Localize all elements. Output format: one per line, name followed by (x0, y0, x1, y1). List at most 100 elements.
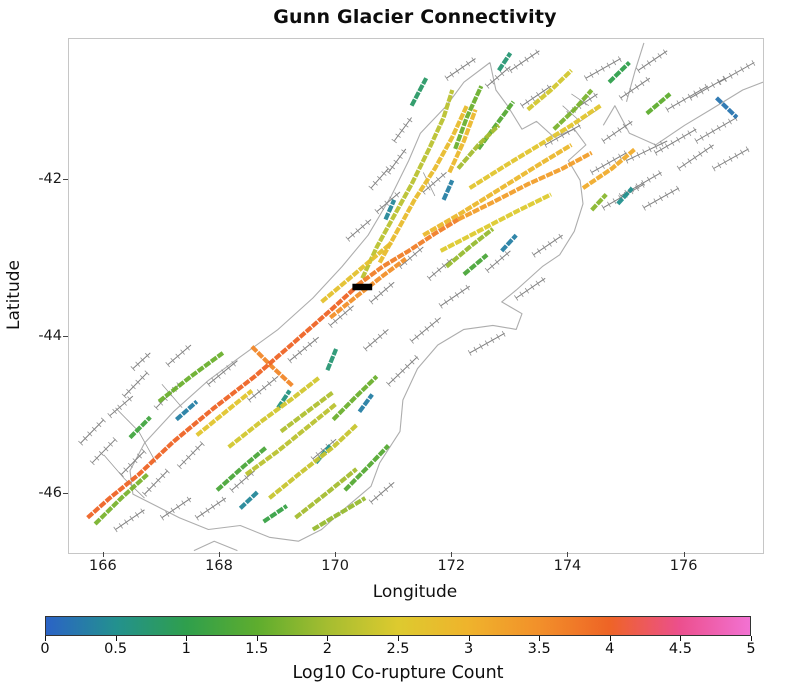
background-fault-trace (113, 508, 145, 533)
colorbar-tick-label: 1.5 (245, 641, 269, 657)
fault-trace (377, 104, 469, 264)
background-fault-trace (176, 441, 205, 470)
background-fault-trace (362, 329, 389, 352)
fault-trace (383, 199, 397, 221)
fault-trace (581, 147, 637, 190)
fault-trace (357, 393, 374, 413)
background-fault-trace (543, 122, 582, 148)
background-fault-trace (121, 370, 150, 399)
fault-trace (279, 390, 335, 434)
terrain-line (103, 454, 145, 499)
x-tick-mark (335, 552, 337, 557)
background-fault-trace (246, 376, 279, 403)
background-fault-trace (368, 166, 391, 191)
fault-trace (715, 96, 739, 120)
background-fault-trace (694, 115, 738, 144)
terrain-line (422, 172, 436, 197)
background-fault-trace (589, 150, 628, 176)
background-fault-trace (438, 284, 470, 309)
colorbar-tick-mark (539, 636, 541, 641)
background-fault-trace (717, 60, 756, 86)
x-tick-label: 168 (205, 558, 233, 574)
x-tick-label: 174 (553, 558, 582, 574)
terrain-line (571, 93, 590, 107)
colorbar-tick-label: 3 (463, 641, 474, 657)
coastline (602, 81, 763, 146)
fault-trace (422, 143, 573, 238)
background-fault-trace (624, 140, 668, 164)
background-fault-trace (426, 258, 453, 281)
figure-title: Gunn Glacier Connectivity (273, 6, 557, 28)
fault-trace (590, 192, 608, 212)
fault-trace (445, 227, 495, 269)
colorbar-tick-label: 4 (605, 641, 615, 657)
fault-trace (500, 233, 518, 253)
background-fault-trace (368, 482, 395, 505)
coastline (129, 62, 587, 542)
fault-trace (468, 103, 602, 190)
background-fault-trace (601, 120, 633, 144)
colorbar-tick-label: 3.5 (527, 641, 551, 657)
y-tick-label: -44 (38, 328, 62, 345)
colorbar-tick-label: 4.5 (668, 641, 692, 657)
fault-trace (645, 92, 672, 116)
colorbar-tick-label: 1 (181, 641, 191, 657)
fault-trace (409, 77, 429, 107)
plot-area (68, 38, 764, 554)
y-axis-label: Latitude (4, 260, 24, 330)
fault-trace (552, 88, 594, 131)
fault-trace (215, 445, 268, 492)
coastline (625, 42, 645, 102)
fault-map-svg (78, 42, 763, 552)
fault-trace (320, 241, 393, 304)
background-fault-trace (386, 354, 420, 387)
colorbar-tick-mark (680, 636, 682, 641)
colorbar-tick-label: 5 (746, 641, 756, 657)
background-fault-trace (508, 49, 540, 74)
background-fault-trace (642, 185, 680, 211)
background-fault-trace (206, 360, 238, 387)
colorbar-tick-mark (468, 636, 470, 641)
background-fault-trace (444, 57, 476, 82)
background-fault-trace (519, 84, 552, 109)
x-tick-label: 166 (89, 558, 117, 574)
x-tick-mark (451, 552, 453, 557)
fault-trace (276, 389, 292, 409)
colorbar-tick-mark (398, 636, 399, 641)
fault-trace (462, 253, 489, 277)
fault-trace (343, 444, 390, 492)
background-fault-trace (583, 56, 622, 82)
background-fault-trace (514, 276, 546, 301)
fault-trace (607, 60, 631, 84)
fault-trace (227, 376, 320, 449)
background-fault-trace (467, 330, 506, 356)
x-tick-label: 176 (669, 558, 698, 574)
fault-trace (616, 186, 634, 206)
y-tick-label: -42 (38, 171, 62, 188)
background-fault-trace (368, 281, 395, 305)
background-fault-trace (78, 417, 106, 446)
colorbar-gradient (45, 616, 751, 636)
x-tick-label: 170 (321, 558, 349, 574)
background-fault-trace (665, 83, 709, 113)
fault-trace (526, 68, 573, 112)
coastline (193, 540, 238, 552)
background-fault-trace (676, 143, 714, 172)
y-tick-mark (63, 493, 68, 495)
y-tick-mark (63, 336, 68, 338)
background-fault-trace (409, 317, 442, 344)
background-fault-trace (107, 395, 134, 419)
colorbar-tick-label: 2 (322, 641, 333, 657)
fault-trace (325, 348, 339, 371)
fault-trace (195, 388, 254, 437)
background-fault-trace (165, 344, 192, 368)
background-fault-trace (484, 250, 511, 274)
fault-trace (456, 123, 501, 170)
fault-trace (294, 467, 358, 520)
background-fault-trace (142, 468, 170, 497)
colorbar-tick-label: 2.5 (386, 641, 410, 657)
fault-trace (93, 472, 149, 526)
y-tick-mark (63, 179, 68, 181)
background-fault-trace (711, 146, 750, 172)
